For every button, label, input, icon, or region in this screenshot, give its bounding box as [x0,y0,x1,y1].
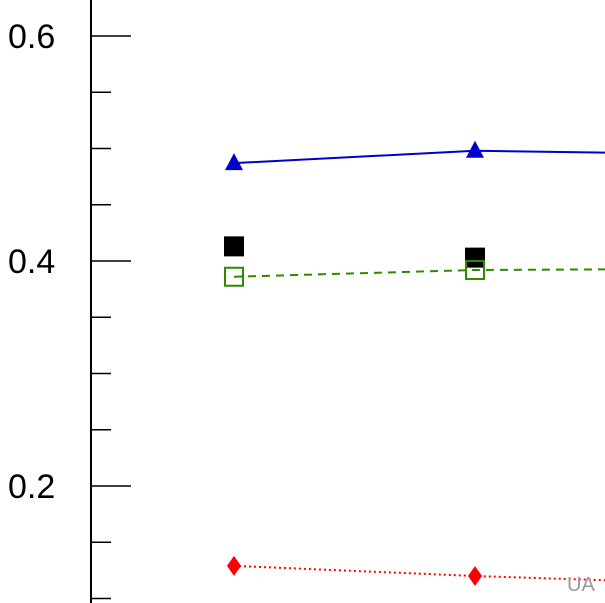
series-2-point-1 [465,260,485,280]
series-3-point-0 [227,555,241,576]
series-3-line [233,564,605,582]
y-tick-label-2: 0.6 [8,18,55,56]
series-3-point-1 [468,566,482,586]
series-1-point-1 [465,247,485,268]
series-layer [224,140,605,586]
y-axis-ticks: 0.2 0.4 0.6 [8,18,131,600]
series-2-line [233,268,605,278]
y-tick-label-0: 0.2 [8,468,55,506]
series-0-point-1 [466,140,484,158]
y-tick-label-1: 0.4 [8,243,55,281]
series-0-point-0 [225,153,243,171]
series-0-line [233,149,605,165]
series-2-point-0 [224,266,244,287]
watermark-label: UA [567,574,595,596]
series-1-point-0 [224,236,244,257]
